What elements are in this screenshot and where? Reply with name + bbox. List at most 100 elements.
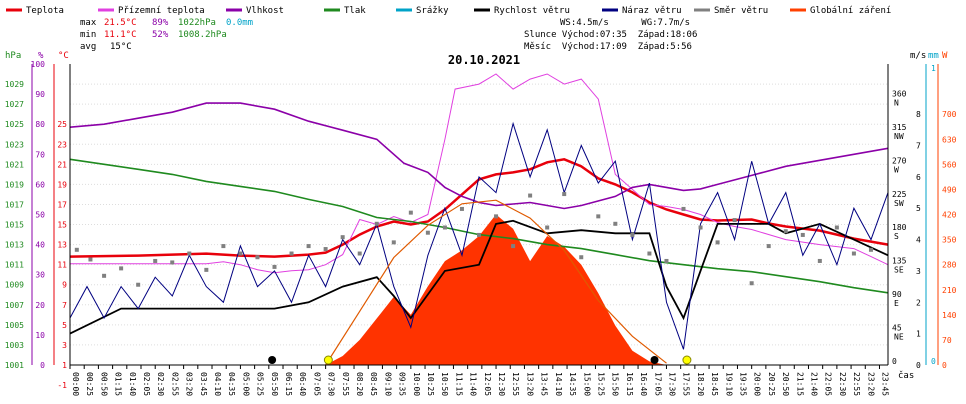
- wind-tick-label: 1: [916, 330, 921, 339]
- x-tick-label: 20:25: [767, 372, 776, 396]
- dir-compass-label: SE: [894, 266, 904, 275]
- x-tick-label: 09:35: [398, 372, 407, 396]
- chart-title: 20.10.2021: [448, 53, 520, 67]
- x-tick-label: 01:15: [114, 372, 123, 396]
- wind-direction-point: [545, 225, 550, 230]
- dir-compass-label: SW: [894, 199, 904, 208]
- dir-tick-label: 135: [892, 257, 907, 266]
- wind-direction-point: [459, 206, 464, 211]
- stats-max-press: 1022hPa: [178, 18, 216, 28]
- dir-tick-label: 180: [892, 223, 907, 232]
- wind-direction-point: [391, 240, 396, 245]
- x-tick-label: 00:00: [71, 372, 80, 396]
- temp-tick-label: 17: [57, 200, 67, 209]
- x-tick-label: 15:50: [611, 372, 620, 396]
- x-tick-label: 22:05: [824, 372, 833, 396]
- x-tick-label: 13:45: [540, 372, 549, 396]
- x-tick-label: 15:00: [582, 372, 591, 396]
- wind-direction-point: [187, 251, 192, 256]
- dir-tick-label: 315: [892, 123, 907, 132]
- x-tick-label: 23:45: [880, 372, 889, 396]
- temp-tick-label: 1: [62, 361, 67, 370]
- rad-tick-label: 560: [942, 160, 957, 169]
- temp-tick-label: 21: [57, 160, 67, 169]
- hum-tick-label: 60: [35, 180, 45, 189]
- wind-tick-label: 8: [916, 110, 921, 119]
- rad-tick-label: 0: [942, 361, 947, 370]
- legend-entry: Rychlost větru: [494, 6, 570, 16]
- wind-direction-point: [306, 244, 311, 249]
- x-tick-label: 19:10: [724, 372, 733, 396]
- legend-entry: Směr větru: [714, 6, 768, 16]
- legend-entry: Teplota: [26, 6, 64, 16]
- x-tick-label: 05:00: [241, 372, 250, 396]
- wind-direction-point: [579, 255, 584, 260]
- legend-entry: Vlhkost: [246, 6, 284, 16]
- wind-direction-points: [74, 192, 873, 287]
- unit-temp: °C: [58, 51, 69, 61]
- x-tick-label: 10:00: [412, 372, 421, 396]
- wind-direction-point: [494, 214, 499, 219]
- x-tick-label: 11:15: [454, 372, 463, 396]
- x-tick-label: 15:25: [596, 372, 605, 396]
- press-tick-label: 1011: [5, 261, 24, 270]
- wind-direction-point: [323, 247, 328, 252]
- x-tick-label: 00:50: [99, 372, 108, 396]
- temp-tick-label: 11: [57, 261, 67, 270]
- info-moon: Měsíc Východ:17:09 Západ:5:56: [524, 42, 692, 52]
- temp-tick-label: 15: [57, 221, 67, 230]
- stats-avg-temp: 15°C: [110, 42, 132, 52]
- axes: 1029102710251023102110191017101510131011…: [5, 60, 957, 390]
- wind-direction-point: [340, 235, 345, 240]
- dir-tick-label: 225: [892, 190, 907, 199]
- unit-hum: %: [38, 51, 44, 61]
- series-line-2: [69, 102, 889, 210]
- press-tick-label: 1021: [5, 160, 24, 169]
- wind-direction-point: [255, 255, 260, 260]
- wind-direction-point: [357, 251, 362, 256]
- temp-tick-label: 19: [57, 180, 67, 189]
- x-tick-label: 20:00: [753, 372, 762, 396]
- rad-tick-label: 210: [942, 286, 957, 295]
- unit-press: hPa: [5, 51, 21, 61]
- x-axis: 00:00 00:25 00:50 01:15 01:40 02:05 02:30 02:55…: [69, 365, 889, 396]
- series-line-4: [69, 219, 889, 335]
- x-tick-label: 21:40: [809, 372, 818, 396]
- temp-tick-label: 5: [62, 321, 67, 330]
- wind-direction-point: [630, 232, 635, 237]
- wind-direction-point: [834, 225, 839, 230]
- wind-direction-point: [868, 247, 873, 252]
- stats-max-temp: 21.5°C: [104, 18, 137, 28]
- x-tick-label: 02:55: [170, 372, 179, 396]
- wind-tick-label: 3: [916, 267, 921, 276]
- hum-tick-label: 90: [35, 90, 45, 99]
- unit-rad: W: [942, 51, 948, 61]
- rad-tick-label: 140: [942, 311, 957, 320]
- temp-tick-label: 13: [57, 241, 67, 250]
- rad-tick-label: 630: [942, 135, 957, 144]
- hum-tick-label: 20: [35, 301, 45, 310]
- press-tick-label: 1013: [5, 241, 24, 250]
- wind-direction-point: [596, 214, 601, 219]
- wind-direction-point: [153, 258, 158, 263]
- legend-entry: Globální záření: [810, 6, 891, 16]
- temp-tick-label: 7: [62, 301, 67, 310]
- x-tick-label: 19:35: [738, 372, 747, 396]
- rad-tick-label: 700: [942, 110, 957, 119]
- stats-min-label: min: [80, 30, 96, 40]
- press-tick-label: 1001: [5, 361, 24, 370]
- x-tick-label: 07:55: [341, 372, 350, 396]
- x-tick-label: 12:30: [497, 372, 506, 396]
- wind-direction-point: [766, 244, 771, 249]
- info-wind: WS:4.5m/s WG:7.7m/s: [560, 18, 690, 28]
- x-tick-label: 00:25: [85, 372, 94, 396]
- press-tick-label: 1025: [5, 120, 24, 129]
- wind-direction-point: [851, 251, 856, 256]
- wind-direction-point: [817, 258, 822, 263]
- series-line-0: [69, 158, 889, 258]
- press-tick-label: 1023: [5, 140, 24, 149]
- wind-direction-point: [647, 251, 652, 256]
- series-line-5: [69, 121, 889, 350]
- x-tick-label: 04:10: [213, 372, 222, 396]
